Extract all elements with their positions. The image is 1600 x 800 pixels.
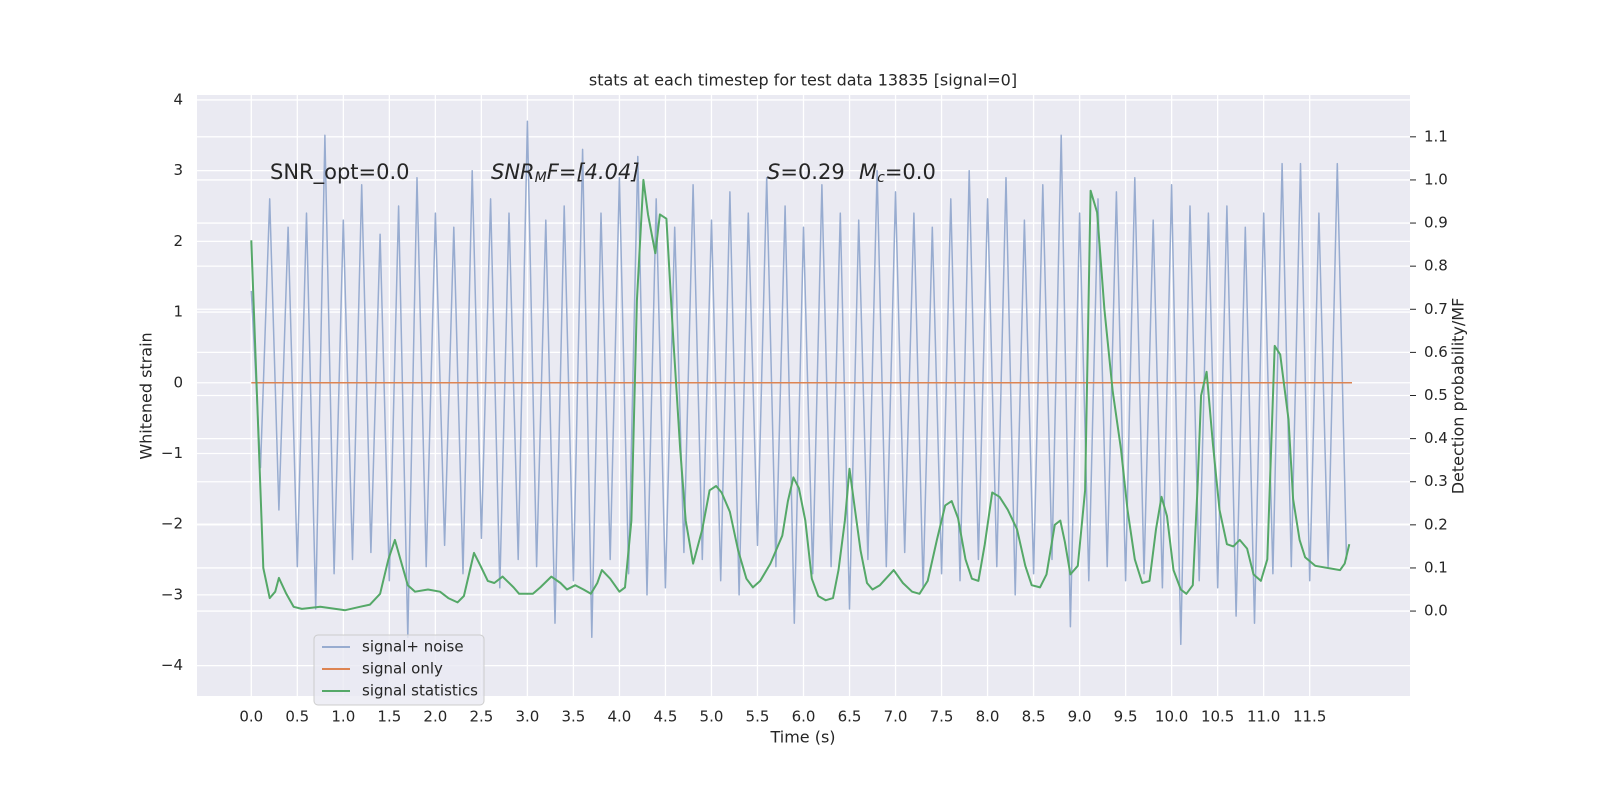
y2-tick-label: 1.1 [1424,127,1448,145]
x-tick-label: 11.5 [1293,708,1326,726]
x-tick-label: 5.0 [700,708,724,726]
x-tick-label: 10.5 [1201,708,1234,726]
y-tick-label: −4 [161,656,183,674]
legend-label: signal+ noise [362,638,464,656]
x-tick-label: 1.5 [377,708,401,726]
y2-tick-label: 0.9 [1424,214,1448,232]
chart-title: stats at each timestep for test data 138… [589,71,1017,90]
annotation-subscript: c [877,170,885,186]
x-tick-label: 4.5 [654,708,678,726]
y-tick-label: −3 [161,585,183,603]
y2-axis-label: Detection probability/MF [1449,298,1468,495]
y2-tick-label: 0.1 [1424,558,1448,576]
y2-tick-label: 0.6 [1424,343,1448,361]
annotation-text: SNR [491,160,535,184]
annotation: SNR_opt=0.0 [270,160,410,185]
annotation-text: F=[4.04] [547,160,640,184]
x-tick-label: 4.0 [608,708,632,726]
y2-tick-label: 0.5 [1424,386,1448,404]
y2-tick-label: 0.2 [1424,515,1448,533]
x-tick-label: 0.0 [239,708,263,726]
y2-tick-label: 0.4 [1424,429,1448,447]
x-tick-label: 9.0 [1068,708,1092,726]
x-tick-label: 3.5 [561,708,585,726]
y2-tick-label: 0.8 [1424,257,1448,275]
x-tick-label: 9.5 [1114,708,1138,726]
x-tick-label: 8.0 [976,708,1000,726]
y-tick-label: 0 [173,373,183,391]
annotation-text: M [859,160,877,184]
x-tick-label: 7.0 [884,708,908,726]
x-tick-label: 6.0 [792,708,816,726]
y2-tick-label: 0.7 [1424,300,1448,318]
x-tick-label: 6.5 [838,708,862,726]
y-tick-label: −2 [161,515,183,533]
x-tick-label: 3.0 [515,708,539,726]
legend-box [313,634,485,706]
x-tick-label: 2.0 [423,708,447,726]
x-tick-label: 1.0 [331,708,355,726]
annotation-text: S [767,160,780,184]
x-tick-label: 5.5 [746,708,770,726]
annotation-text: =0.0 [885,160,936,184]
x-tick-label: 7.5 [930,708,954,726]
series-line [250,178,1351,612]
y-tick-label: 2 [173,232,183,250]
annotation-text: SNR_opt=0.0 [270,160,410,185]
x-tick-label: 8.5 [1022,708,1046,726]
y-axis-label: Whitened strain [137,332,156,459]
annotation: Mc=0.0 [859,160,936,186]
x-axis-label: Time (s) [769,728,835,747]
x-tick-label: 10.0 [1155,708,1188,726]
legend-label: signal only [362,660,443,678]
y-tick-label: −1 [161,444,183,462]
x-tick-label: 11.0 [1247,708,1280,726]
x-tick-label: 0.5 [285,708,309,726]
y2-tick-label: 0.3 [1424,472,1448,490]
y-tick-label: 4 [173,90,183,108]
annotation: S=0.29 [767,160,845,184]
legend-label: signal statistics [362,682,478,700]
annotation: SNRMF=[4.04] [491,160,640,186]
y2-tick-label: 0.0 [1424,602,1448,620]
x-tick-label: 2.5 [469,708,493,726]
y2-tick-label: 1.0 [1424,170,1448,188]
y-tick-label: 3 [173,161,183,179]
y-tick-label: 1 [173,303,183,321]
series-line [250,120,1348,646]
annotation-text: =0.29 [780,160,844,184]
annotation-subscript: M [535,170,547,186]
